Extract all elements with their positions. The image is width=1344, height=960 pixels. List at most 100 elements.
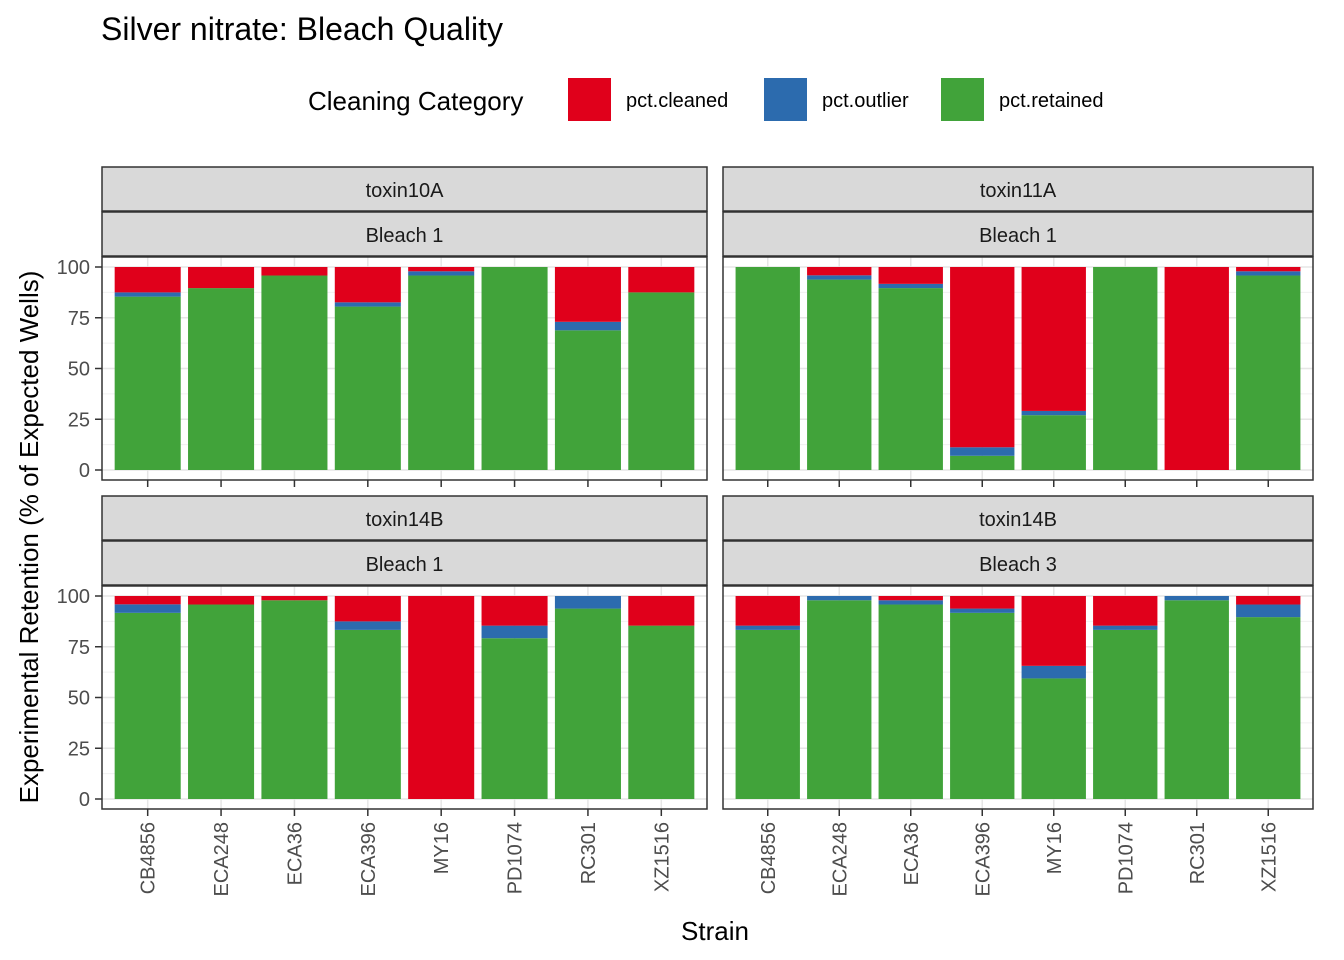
bar-pct-outlier-ECA248 [807, 275, 872, 280]
bar-pct-cleaned-ECA396 [950, 267, 1015, 448]
facet-strip-top-label: toxin14B [366, 509, 444, 531]
legend-key-pct-retained [941, 78, 984, 121]
facet-strip-top [101, 495, 708, 541]
bar-pct-retained-PD1074 [1093, 629, 1158, 799]
bar-pct-outlier-ECA396 [950, 608, 1015, 613]
bar-pct-outlier-XZ1516 [1236, 604, 1301, 618]
bar-pct-retained-ECA396 [950, 612, 1015, 799]
bar-pct-retained-CB4856 [114, 612, 181, 799]
facet-strip-bottom [722, 540, 1314, 586]
facet-strip-bottom-label: Bleach 1 [366, 225, 444, 247]
bar-pct-retained-ECA248 [188, 604, 255, 799]
bar-pct-outlier-PD1074 [481, 625, 548, 639]
legend-key-pct-cleaned [568, 78, 611, 121]
y-tick-label: 0 [79, 460, 90, 482]
y-tick-label: 25 [68, 409, 90, 431]
bar-pct-cleaned-XZ1516 [628, 267, 695, 293]
bar-pct-cleaned-ECA396 [334, 596, 401, 622]
facet-panel-2: toxin11A Bleach 1 [722, 166, 1314, 487]
bar-pct-cleaned-XZ1516 [628, 596, 695, 626]
facet-strip-bottom-label: Bleach 1 [366, 554, 444, 576]
bar-pct-cleaned-ECA36 [878, 267, 943, 284]
legend-label-pct-retained: pct.retained [999, 90, 1104, 112]
bar-pct-cleaned-PD1074 [481, 596, 548, 626]
facet-strip-top-label: toxin11A [980, 180, 1057, 202]
legend-title: Cleaning Category [308, 86, 523, 116]
bar-pct-cleaned-ECA36 [261, 596, 328, 601]
bar-pct-outlier-PD1074 [1093, 625, 1158, 630]
bar-pct-outlier-MY16 [408, 271, 475, 276]
bar-pct-retained-XZ1516 [1236, 617, 1301, 799]
y-tick-label: 0 [79, 789, 90, 811]
bar-pct-cleaned-RC301 [1164, 267, 1229, 470]
bar-pct-outlier-ECA36 [878, 283, 943, 289]
x-tick-label: RC301 [578, 822, 600, 884]
bar-pct-cleaned-ECA396 [950, 596, 1015, 609]
y-tick-label: 100 [57, 586, 90, 608]
bar-pct-outlier-MY16 [1021, 665, 1086, 679]
bar-pct-retained-ECA248 [807, 279, 872, 470]
bar-pct-outlier-CB4856 [114, 292, 181, 297]
x-tick-label: XZ1516 [1258, 822, 1280, 892]
bar-pct-retained-MY16 [408, 275, 475, 470]
x-tick-label: PD1074 [505, 822, 527, 894]
x-tick-label: XZ1516 [651, 822, 673, 892]
x-tick-label: MY16 [431, 822, 453, 874]
x-tick-label: ECA248 [211, 822, 233, 897]
bar-pct-retained-RC301 [554, 330, 621, 470]
bar-pct-outlier-RC301 [554, 596, 621, 609]
bar-pct-retained-CB4856 [735, 267, 800, 470]
x-axis-title: Strain [681, 916, 749, 946]
legend-label-pct-cleaned: pct.cleaned [626, 90, 728, 112]
bar-pct-cleaned-RC301 [554, 267, 621, 322]
x-tick-label: ECA36 [284, 822, 306, 885]
bar-pct-outlier-CB4856 [735, 625, 800, 630]
x-tick-label: ECA396 [972, 822, 994, 897]
bar-pct-outlier-ECA396 [950, 447, 1015, 456]
bar-pct-cleaned-CB4856 [735, 596, 800, 626]
x-tick-label: ECA36 [901, 822, 923, 885]
y-tick-label: 75 [68, 308, 90, 330]
bar-pct-retained-CB4856 [735, 629, 800, 799]
legend-items: pct.cleaned pct.outlier pct.retained [568, 78, 1104, 121]
bar-pct-outlier-MY16 [1021, 410, 1086, 416]
bar-pct-outlier-XZ1516 [1236, 271, 1301, 276]
facet-strip-bottom [101, 540, 708, 586]
bar-pct-retained-XZ1516 [628, 292, 695, 470]
bar-pct-outlier-ECA248 [807, 596, 872, 601]
panel-border [722, 585, 1314, 810]
bar-pct-cleaned-XZ1516 [1236, 267, 1301, 272]
bar-pct-retained-PD1074 [1093, 267, 1158, 470]
chart-title: Silver nitrate: Bleach Quality [101, 11, 503, 47]
bar-pct-outlier-ECA396 [334, 302, 401, 307]
bar-pct-retained-ECA396 [334, 306, 401, 470]
facet-strip-top [101, 166, 708, 212]
bar-pct-retained-ECA36 [878, 604, 943, 799]
bar-pct-cleaned-MY16 [408, 596, 475, 799]
bar-pct-retained-ECA396 [950, 455, 1015, 470]
y-tick-label: 75 [68, 637, 90, 659]
y-tick-label: 100 [57, 257, 90, 279]
bar-pct-retained-ECA36 [261, 600, 328, 799]
x-tick-label: CB4856 [758, 822, 780, 894]
bar-pct-cleaned-ECA248 [188, 596, 255, 605]
facet-strip-top-label: toxin14B [979, 509, 1057, 531]
facet-strip-bottom-label: Bleach 1 [979, 225, 1057, 247]
facet-panels: toxin10A Bleach 1 0 25 50 75 100 toxin11A Bleach… [57, 166, 1314, 897]
bar-pct-cleaned-CB4856 [114, 596, 181, 605]
bar-pct-cleaned-ECA396 [334, 267, 401, 303]
bar-pct-cleaned-ECA248 [807, 267, 872, 276]
bar-pct-cleaned-MY16 [1021, 596, 1086, 666]
bar-pct-retained-ECA36 [878, 288, 943, 470]
y-tick-label: 50 [68, 359, 90, 381]
facet-panel-3: toxin14B Bleach 1 0 25 50 75 100 CB4856 ECA248 EC… [57, 495, 708, 897]
facet-strip-bottom [722, 211, 1314, 257]
bar-pct-cleaned-ECA248 [188, 267, 255, 289]
facet-strip-top-label: toxin10A [366, 180, 444, 202]
bar-pct-retained-RC301 [1164, 600, 1229, 799]
bar-pct-retained-XZ1516 [1236, 275, 1301, 470]
bar-pct-outlier-RC301 [554, 321, 621, 331]
bar-pct-retained-MY16 [1021, 415, 1086, 470]
x-tick-label: RC301 [1187, 822, 1209, 884]
